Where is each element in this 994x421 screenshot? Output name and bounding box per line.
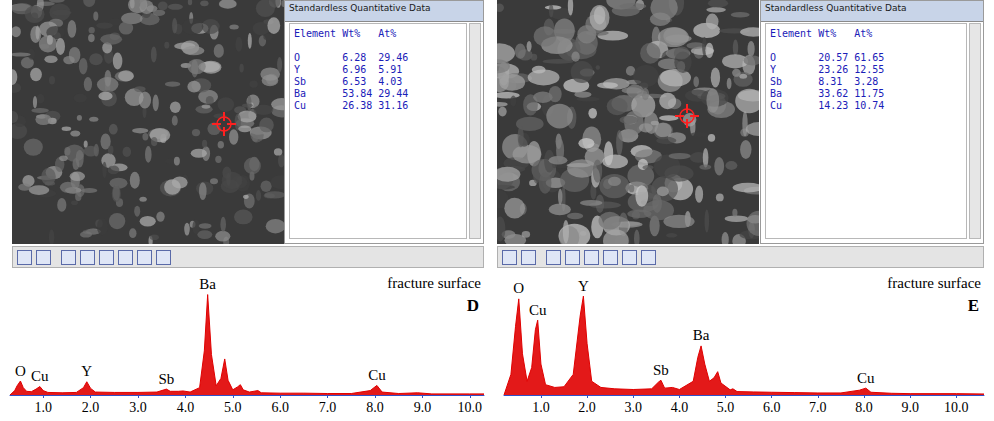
html-text:Sb: Sb	[294, 76, 306, 87]
svg-text:2.0: 2.0	[82, 400, 100, 415]
svg-text:Cu: Cu	[368, 367, 386, 383]
html-text:29.44: 29.44	[378, 88, 409, 99]
svg-text:1.0: 1.0	[34, 400, 52, 415]
svg-text:10.0: 10.0	[458, 400, 483, 415]
svg-text:Ba: Ba	[693, 327, 710, 343]
svg-text:3.0: 3.0	[129, 400, 147, 415]
html-text:3.28: 3.28	[854, 76, 879, 87]
html-text:Cu: Cu	[294, 100, 306, 111]
svg-text:9.0: 9.0	[414, 400, 432, 415]
html-text:12.55: 12.55	[854, 64, 885, 75]
html-text:Wt%: Wt%	[818, 28, 837, 39]
svg-text:Ba: Ba	[199, 276, 216, 292]
svg-text:5.0: 5.0	[224, 400, 242, 415]
html-text:33.62: 33.62	[818, 88, 849, 99]
svg-text:7.0: 7.0	[809, 400, 827, 415]
html-text:53.84: 53.84	[342, 88, 373, 99]
html-text:Sb: Sb	[770, 76, 782, 87]
html-text:6.53: 6.53	[342, 76, 367, 87]
html-text:23.26: 23.26	[818, 64, 849, 75]
svg-text:8.0: 8.0	[366, 400, 384, 415]
svg-text:O: O	[15, 363, 26, 379]
svg-text:6.0: 6.0	[763, 400, 781, 415]
html-text:Wt%: Wt%	[342, 28, 361, 39]
svg-text:Sb: Sb	[158, 371, 174, 387]
html-text:O: O	[294, 52, 300, 63]
svg-text:8.0: 8.0	[855, 400, 873, 415]
svg-text:7.0: 7.0	[319, 400, 337, 415]
svg-text:D: D	[467, 296, 479, 315]
html-text:Element: Element	[294, 28, 337, 39]
html-text:Y: Y	[770, 64, 776, 75]
html-text:29.46: 29.46	[378, 52, 409, 63]
svg-text:5.0: 5.0	[717, 400, 735, 415]
html-text:Standardless Quantitative Data: Standardless Quantitative Data	[765, 3, 907, 13]
svg-text:fracture surface: fracture surface	[887, 275, 981, 291]
html-text:14.23: 14.23	[818, 100, 849, 111]
svg-text:4.0: 4.0	[671, 400, 689, 415]
svg-text:Y: Y	[81, 363, 92, 379]
svg-text:6.0: 6.0	[271, 400, 289, 415]
html-text:6.28: 6.28	[342, 52, 367, 63]
html-text:Standardless Quantitative Data: Standardless Quantitative Data	[289, 3, 431, 13]
svg-text:E: E	[968, 296, 979, 315]
html-text:20.57: 20.57	[818, 52, 849, 63]
svg-text:Cu: Cu	[857, 370, 875, 386]
svg-text:O: O	[513, 280, 524, 296]
html-text:5.91: 5.91	[378, 64, 403, 75]
svg-text:2.0: 2.0	[578, 400, 596, 415]
svg-text:3.0: 3.0	[624, 400, 642, 415]
svg-text:fracture surface: fracture surface	[387, 275, 481, 291]
html-text:Y: Y	[294, 64, 300, 75]
html-text:8.31: 8.31	[818, 76, 843, 87]
svg-text:Cu: Cu	[31, 368, 49, 384]
svg-text:10.0: 10.0	[944, 400, 969, 415]
html-text:Ba: Ba	[294, 88, 306, 99]
html-text:Cu: Cu	[770, 100, 782, 111]
html-text:26.38: 26.38	[342, 100, 373, 111]
html-text:6.96: 6.96	[342, 64, 367, 75]
svg-text:Sb: Sb	[653, 362, 669, 378]
html-text:Element: Element	[770, 28, 813, 39]
html-text:4.03: 4.03	[378, 76, 403, 87]
html-text:Ba: Ba	[770, 88, 782, 99]
html-text:11.75: 11.75	[854, 88, 885, 99]
html-text:61.65: 61.65	[854, 52, 885, 63]
svg-text:Cu: Cu	[529, 302, 547, 318]
svg-text:1.0: 1.0	[532, 400, 550, 415]
html-text:At%: At%	[378, 28, 397, 39]
html-text:31.16: 31.16	[378, 100, 409, 111]
svg-text:9.0: 9.0	[901, 400, 919, 415]
svg-text:Y: Y	[578, 278, 589, 294]
html-text:10.74: 10.74	[854, 100, 885, 111]
html-text:O: O	[770, 52, 776, 63]
svg-text:4.0: 4.0	[177, 400, 195, 415]
html-text:At%: At%	[854, 28, 873, 39]
